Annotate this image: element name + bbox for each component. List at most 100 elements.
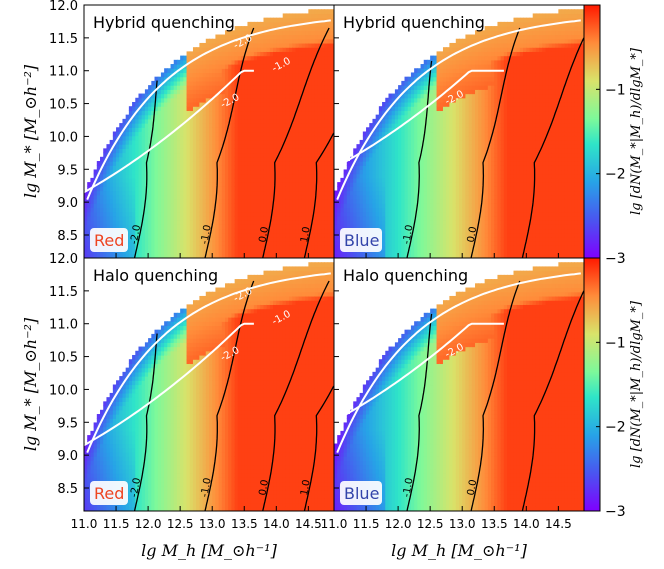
heatmap-cell: [218, 215, 223, 221]
heatmap-cell: [334, 249, 338, 255]
heatmap-cell: [273, 76, 277, 82]
heatmap-cell: [128, 249, 133, 255]
heatmap-cell: [404, 198, 409, 204]
heatmap-cell: [391, 123, 396, 128]
heatmap-cell: [164, 123, 168, 128]
heatmap-cell: [273, 215, 277, 221]
heatmap-cell: [311, 55, 316, 61]
heatmap-cell: [292, 127, 297, 133]
heatmap-cell: [308, 203, 313, 208]
heatmap-cell: [106, 148, 111, 154]
heatmap-cell: [192, 93, 197, 99]
heatmap-cell: [391, 139, 396, 145]
heatmap-cell: [353, 182, 358, 187]
heatmap-cell: [228, 203, 233, 208]
heatmap-cell: [417, 135, 422, 141]
heatmap-cell: [196, 64, 200, 69]
heatmap-cell: [414, 249, 418, 255]
heatmap-cell: [324, 72, 329, 78]
heatmap-cell: [180, 245, 184, 251]
heatmap-cell: [189, 131, 194, 137]
heatmap-cell: [430, 80, 434, 86]
heatmap-cell: [301, 224, 306, 230]
heatmap-cell: [196, 203, 200, 208]
heatmap-cell: [311, 9, 316, 15]
heatmap-cell: [301, 194, 306, 200]
heatmap-cell: [404, 93, 409, 99]
heatmap-cell: [324, 245, 329, 251]
heatmap-cell: [423, 80, 428, 86]
heatmap-cell: [157, 93, 162, 99]
heatmap-cell: [199, 55, 204, 61]
heatmap-cell: [314, 245, 319, 251]
heatmap-cell: [430, 156, 434, 162]
heatmap-cell: [205, 253, 210, 258]
heatmap-cell: [132, 127, 136, 133]
heatmap-cell: [167, 203, 172, 208]
heatmap-cell: [430, 127, 434, 133]
heatmap-cell: [132, 245, 136, 251]
heatmap-cell: [225, 182, 229, 187]
heatmap-cell: [410, 253, 415, 258]
heatmap-cell: [442, 198, 447, 204]
heatmap-cell: [237, 26, 242, 31]
heatmap-cell: [330, 76, 334, 82]
heatmap-cell: [225, 198, 229, 204]
heatmap-cell: [196, 139, 200, 145]
heatmap-cell: [122, 203, 127, 208]
heatmap-cell: [205, 220, 210, 225]
heatmap-cell: [241, 42, 245, 48]
heatmap-cell: [308, 198, 313, 204]
heatmap-cell: [269, 127, 274, 133]
heatmap-cell: [269, 89, 274, 95]
heatmap-cell: [170, 80, 175, 86]
heatmap-cell: [237, 236, 242, 242]
heatmap-cell: [260, 68, 265, 74]
heatmap-cell: [407, 131, 412, 137]
heatmap-cell: [295, 220, 300, 225]
heatmap-cell: [250, 135, 255, 141]
heatmap-cell: [186, 224, 191, 230]
heatmap-cell: [407, 123, 412, 128]
heatmap-cell: [430, 93, 434, 99]
heatmap-cell: [157, 152, 162, 158]
heatmap-cell: [247, 55, 252, 61]
heatmap-cell: [209, 89, 213, 95]
heatmap-cell: [148, 215, 152, 221]
heatmap-cell: [180, 114, 184, 120]
heatmap-cell: [391, 144, 396, 149]
heatmap-cell: [144, 215, 149, 221]
heatmap-cell: [305, 85, 309, 90]
heatmap-cell: [212, 97, 217, 103]
heatmap-cell: [420, 224, 425, 230]
heatmap-cell: [266, 173, 271, 179]
heatmap-cell: [311, 182, 316, 187]
heatmap-cell: [298, 42, 303, 48]
heatmap-cell: [157, 101, 162, 107]
heatmap-cell: [414, 72, 418, 78]
heatmap-cell: [311, 93, 316, 99]
heatmap-cell: [96, 253, 101, 258]
heatmap-cell: [157, 190, 162, 196]
heatmap-cell: [234, 241, 239, 246]
heatmap-cell: [314, 131, 319, 137]
heatmap-cell: [247, 80, 252, 86]
heatmap-cell: [327, 165, 332, 171]
heatmap-cell: [308, 30, 313, 36]
heatmap-cell: [276, 64, 281, 69]
heatmap-cell: [337, 249, 342, 255]
heatmap-cell: [132, 118, 136, 124]
heatmap-cell: [116, 148, 120, 154]
heatmap-cell: [388, 169, 393, 175]
heatmap-cell: [308, 47, 313, 52]
heatmap-cell: [410, 236, 415, 242]
heatmap-cell: [330, 152, 334, 158]
heatmap-cell: [84, 224, 88, 230]
heatmap-cell: [209, 148, 213, 154]
heatmap-cell: [301, 110, 306, 116]
heatmap-cell: [353, 220, 358, 225]
heatmap-cell: [237, 55, 242, 61]
heatmap-cell: [84, 236, 88, 242]
heatmap-cell: [366, 127, 370, 133]
heatmap-cell: [84, 194, 88, 200]
